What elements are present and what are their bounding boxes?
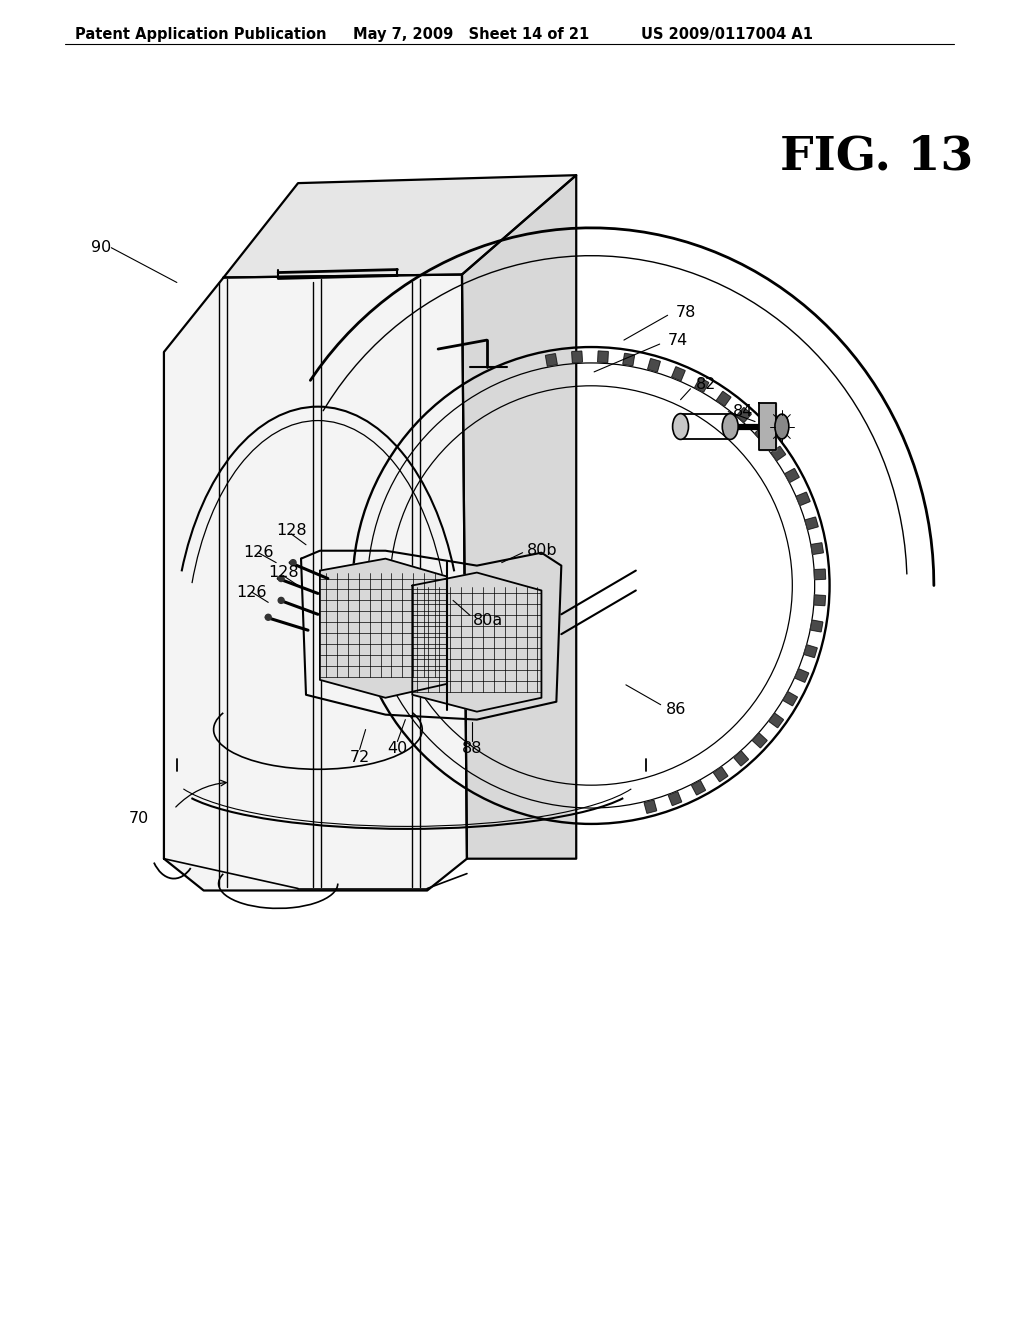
Text: FIG. 13: FIG. 13 [780,133,973,180]
Polygon shape [804,645,817,657]
Polygon shape [795,669,809,682]
Text: 82: 82 [695,378,716,392]
Polygon shape [814,569,825,579]
Text: Patent Application Publication: Patent Application Publication [75,28,326,42]
Text: 80a: 80a [473,612,503,628]
Polygon shape [669,792,682,805]
Text: 128: 128 [276,523,307,539]
Text: 72: 72 [349,750,370,764]
Text: 40: 40 [387,741,408,756]
Polygon shape [755,426,770,441]
Polygon shape [753,733,767,748]
Polygon shape [811,543,823,554]
Text: 126: 126 [237,585,267,601]
Text: May 7, 2009   Sheet 14 of 21: May 7, 2009 Sheet 14 of 21 [352,28,589,42]
Text: 74: 74 [668,333,688,347]
Polygon shape [810,620,822,632]
Polygon shape [759,403,776,450]
Text: 128: 128 [268,565,299,579]
Polygon shape [462,176,577,859]
Polygon shape [769,713,783,727]
Text: US 2009/0117004 A1: US 2009/0117004 A1 [641,28,813,42]
Polygon shape [623,354,635,366]
Polygon shape [717,392,731,407]
Circle shape [290,560,296,565]
Polygon shape [814,595,825,606]
Polygon shape [691,780,706,795]
Polygon shape [413,573,542,711]
Ellipse shape [722,413,738,440]
Polygon shape [598,351,608,363]
Ellipse shape [673,413,688,440]
Polygon shape [734,751,749,766]
Ellipse shape [775,414,788,440]
Text: 90: 90 [91,240,112,255]
Polygon shape [571,351,583,363]
Polygon shape [783,692,798,706]
Text: 86: 86 [666,702,686,717]
Polygon shape [546,354,557,366]
Polygon shape [319,558,447,698]
Polygon shape [694,378,709,392]
Circle shape [279,576,284,582]
Polygon shape [736,408,752,422]
Polygon shape [644,800,656,813]
Polygon shape [672,367,685,380]
Polygon shape [223,176,577,277]
Polygon shape [805,517,818,529]
Text: 84: 84 [733,404,754,420]
Polygon shape [797,492,810,506]
Circle shape [265,614,271,620]
Text: 70: 70 [129,812,150,826]
Polygon shape [164,275,467,891]
Text: 80b: 80b [526,544,557,558]
Polygon shape [771,446,785,461]
Polygon shape [784,469,799,483]
Polygon shape [714,767,728,781]
Text: 78: 78 [676,305,696,319]
Text: 126: 126 [244,545,273,560]
Text: 88: 88 [462,741,482,756]
Circle shape [279,598,284,603]
Polygon shape [648,359,660,372]
